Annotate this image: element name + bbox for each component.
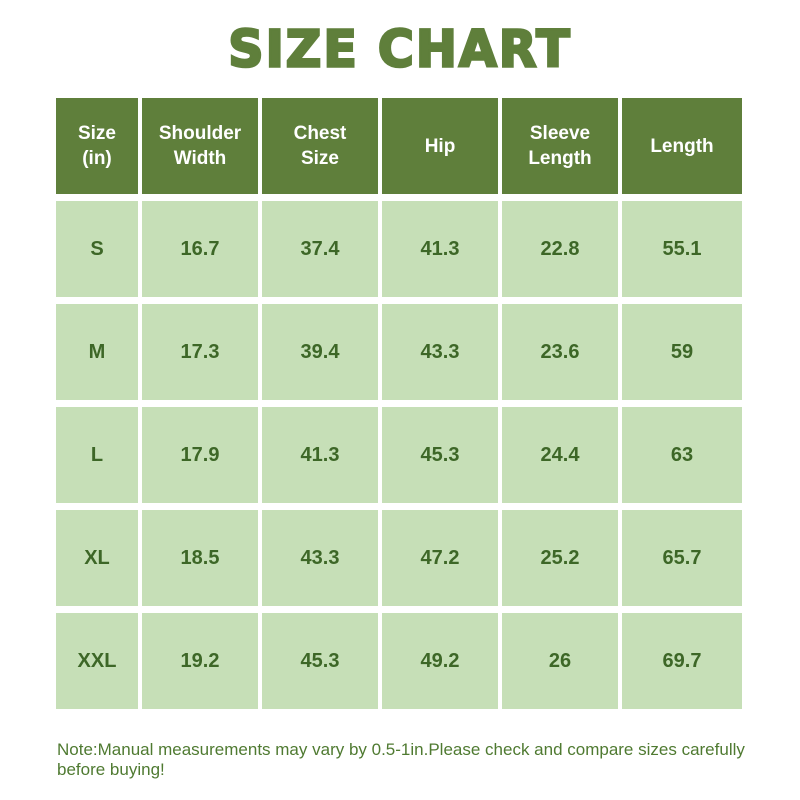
hip-cell-l: 45.3 [382, 407, 498, 503]
chest-size-cell-m: 39.4 [262, 304, 378, 400]
size-cell-l: L [56, 407, 138, 503]
header-sleeve-length: Sleeve Length [502, 98, 618, 194]
size-chart-title-container: SIZE CHART [0, 12, 800, 86]
length-cell-xxl: 69.7 [622, 613, 742, 709]
sleeve-length-cell-m: 23.6 [502, 304, 618, 400]
size-cell-m: M [56, 304, 138, 400]
measurement-note: Note:Manual measurements may vary by 0.5… [57, 740, 745, 779]
header-length-label: Length [650, 135, 714, 157]
header-length: Length [622, 98, 742, 194]
header-size: Size (in) [56, 98, 138, 194]
length-cell-l: 63 [622, 407, 742, 503]
shoulder-width-cell-l: 17.9 [142, 407, 258, 503]
sleeve-length-cell-l: 24.4 [502, 407, 618, 503]
size-cell-xxl: XXL [56, 613, 138, 709]
size-chart-table: Size (in) Shoulder Width Chest Size Hip … [56, 98, 746, 710]
page-title: SIZE CHART [227, 19, 572, 79]
shoulder-width-cell-xl: 18.5 [142, 510, 258, 606]
length-cell-xl: 65.7 [622, 510, 742, 606]
length-cell-s: 55.1 [622, 201, 742, 297]
hip-cell-m: 43.3 [382, 304, 498, 400]
sleeve-length-cell-s: 22.8 [502, 201, 618, 297]
header-hip: Hip [382, 98, 498, 194]
sleeve-length-cell-xl: 25.2 [502, 510, 618, 606]
header-hip-label: Hip [424, 135, 456, 157]
header-shoulder-width-label: Shoulder Width [158, 123, 242, 169]
chest-size-cell-xl: 43.3 [262, 510, 378, 606]
size-cell-s: S [56, 201, 138, 297]
header-size-label: Size (in) [77, 123, 117, 169]
shoulder-width-cell-xxl: 19.2 [142, 613, 258, 709]
shoulder-width-cell-m: 17.3 [142, 304, 258, 400]
header-shoulder-width: Shoulder Width [142, 98, 258, 194]
hip-cell-xl: 47.2 [382, 510, 498, 606]
hip-cell-s: 41.3 [382, 201, 498, 297]
chest-size-cell-l: 41.3 [262, 407, 378, 503]
chest-size-cell-xxl: 45.3 [262, 613, 378, 709]
header-chest-size: Chest Size [262, 98, 378, 194]
header-sleeve-length-label: Sleeve Length [528, 123, 592, 169]
sleeve-length-cell-xxl: 26 [502, 613, 618, 709]
header-chest-size-label: Chest Size [293, 123, 347, 169]
chest-size-cell-s: 37.4 [262, 201, 378, 297]
size-cell-xl: XL [56, 510, 138, 606]
hip-cell-xxl: 49.2 [382, 613, 498, 709]
length-cell-m: 59 [622, 304, 742, 400]
shoulder-width-cell-s: 16.7 [142, 201, 258, 297]
